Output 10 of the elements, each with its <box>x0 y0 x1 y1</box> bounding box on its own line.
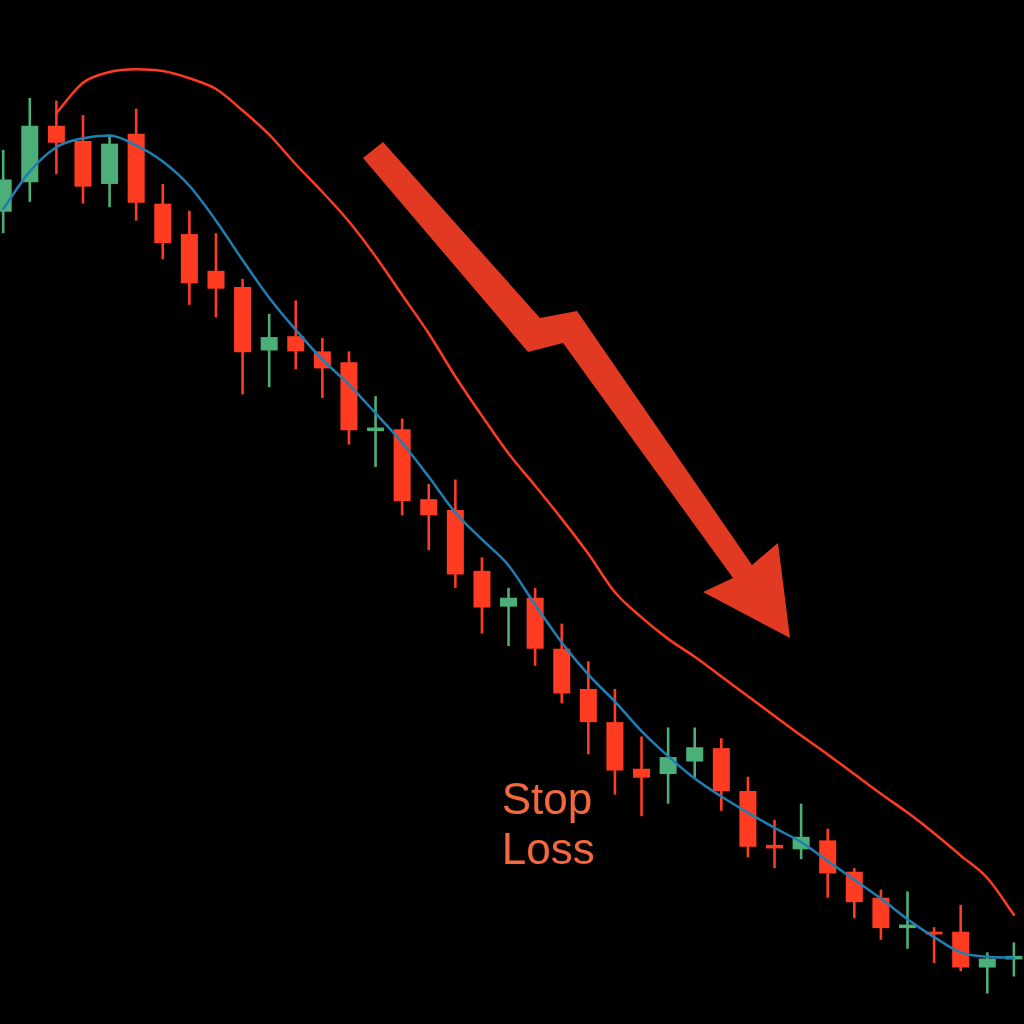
candlestick <box>659 726 677 805</box>
candlestick <box>287 299 305 371</box>
candlestick <box>500 586 518 648</box>
candlestick <box>260 312 278 389</box>
annotation: Stop Loss <box>501 774 595 874</box>
candlestick <box>686 726 704 779</box>
candlestick <box>420 482 438 552</box>
candlestick <box>633 735 651 818</box>
candlestick <box>207 231 225 319</box>
candlestick <box>978 951 996 995</box>
